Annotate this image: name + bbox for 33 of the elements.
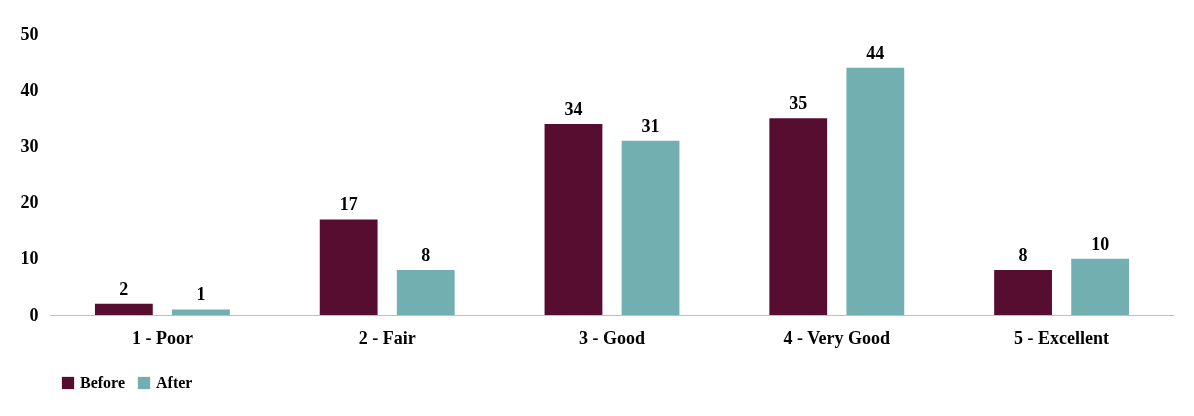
legend-label: After xyxy=(156,374,193,391)
bar xyxy=(769,118,828,315)
data-label: 10 xyxy=(1091,233,1110,254)
bar xyxy=(396,270,455,315)
data-label: 17 xyxy=(339,194,358,215)
data-label: 8 xyxy=(1018,245,1028,266)
x-tick-label: 5 - Excellent xyxy=(1014,327,1110,348)
legend-label: Before xyxy=(80,374,126,391)
data-label: 44 xyxy=(866,42,885,63)
y-tick-label: 30 xyxy=(20,135,39,156)
bar xyxy=(319,219,378,315)
y-tick-label: 40 xyxy=(20,79,39,100)
data-label: 31 xyxy=(641,115,660,136)
y-tick-label: 0 xyxy=(29,304,39,325)
bar xyxy=(94,303,153,315)
data-label: 34 xyxy=(564,98,583,119)
data-label: 2 xyxy=(119,278,129,299)
bar xyxy=(1071,258,1130,315)
y-tick-label: 10 xyxy=(20,248,39,269)
y-tick-label: 20 xyxy=(20,192,39,213)
bar xyxy=(846,67,905,315)
x-tick-label: 3 - Good xyxy=(578,327,646,348)
bar xyxy=(544,123,603,315)
x-tick-label: 1 - Poor xyxy=(131,327,193,348)
bar xyxy=(172,309,230,315)
y-tick-label: 50 xyxy=(20,23,39,44)
x-tick-label: 4 - Very Good xyxy=(783,327,891,348)
data-label: 35 xyxy=(789,93,808,114)
x-tick-label: 2 - Fair xyxy=(358,327,416,348)
data-label: 1 xyxy=(196,284,206,305)
data-label: 8 xyxy=(421,245,431,266)
bar xyxy=(994,270,1052,315)
bar xyxy=(621,140,680,315)
